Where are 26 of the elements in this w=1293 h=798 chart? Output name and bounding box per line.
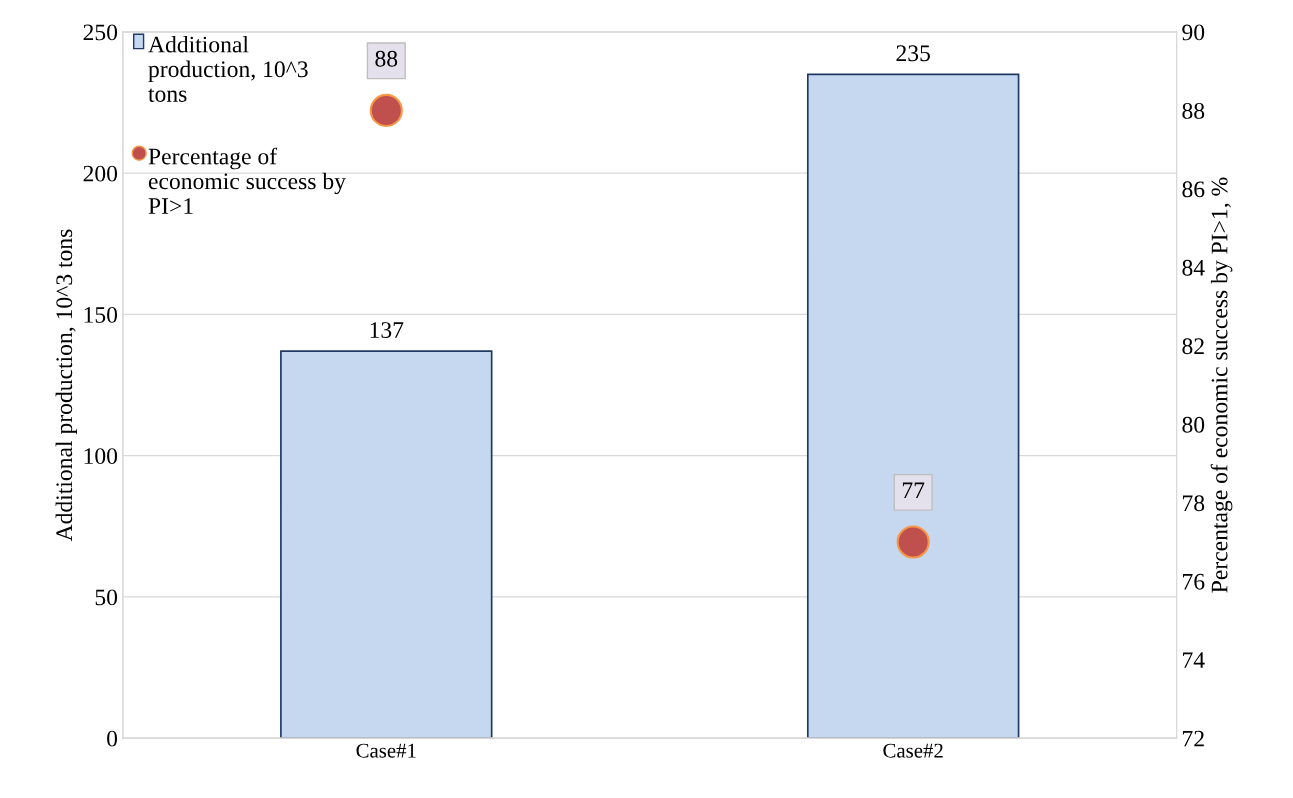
y2-tick-label: 84 (1182, 259, 1205, 276)
y-tick-label: 0 (107, 730, 118, 747)
y-axis-title: Additional production, 10^3 tons (55, 229, 77, 542)
y2-tick-label: 80 (1182, 416, 1205, 433)
y2-axis-title: Percentage of economic success by PI>1, % (1210, 177, 1233, 593)
x-tick-label: Case#2 (883, 743, 943, 758)
y-tick-label: 200 (83, 165, 118, 182)
data-label: 137 (370, 322, 404, 339)
data-label: 235 (896, 45, 930, 62)
data-label: 77 (902, 482, 925, 499)
y-tick-label: 250 (83, 24, 118, 41)
y2-tick-label: 82 (1182, 338, 1204, 355)
y2-tick-label: 74 (1183, 652, 1205, 668)
y2-tick-label: 90 (1182, 24, 1205, 41)
y-tick-label: 50 (95, 589, 118, 606)
y2-tick-label: 88 (1182, 102, 1205, 119)
y-tick-label: 150 (84, 306, 118, 323)
legend-label: Percentage of economic success by PI>1 (148, 147, 346, 214)
y-tick-label: 100 (84, 448, 118, 465)
legend-label: Additional production, 10^3 tons (148, 35, 308, 102)
y2-tick-label: 76 (1183, 573, 1205, 590)
y2-tick-label: 72 (1183, 730, 1204, 747)
y2-tick-label: 78 (1183, 495, 1205, 512)
x-tick-label: Case#1 (356, 743, 416, 758)
y2-tick-label: 86 (1182, 181, 1205, 198)
data-label: 88 (375, 50, 398, 67)
